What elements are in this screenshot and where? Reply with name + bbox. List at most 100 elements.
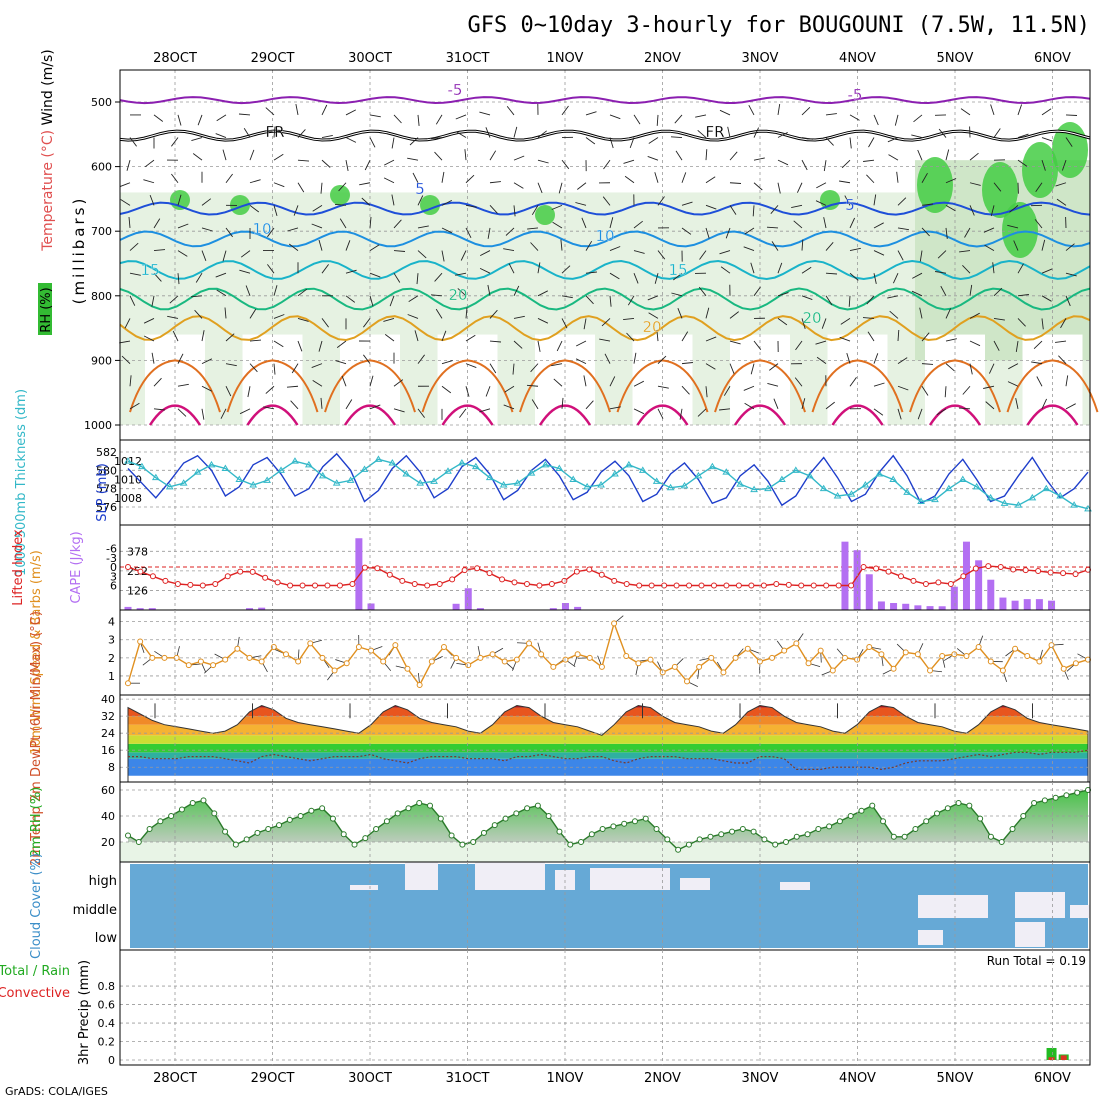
rh-axis-label: 2m RH (%) xyxy=(29,787,44,858)
high-cloud-block xyxy=(405,862,438,890)
precip-tick-label: 0.8 xyxy=(98,980,116,993)
lifted-index-point xyxy=(487,571,492,576)
wind-speed-point xyxy=(599,664,604,669)
lifted-index-point xyxy=(1036,569,1041,574)
rh-peak-blob xyxy=(1002,202,1038,258)
rh-point xyxy=(179,807,184,812)
lifted-index-point xyxy=(387,572,392,577)
rh-point xyxy=(417,801,422,806)
cape-bar xyxy=(866,574,873,610)
wind-speed-point xyxy=(539,652,544,657)
wind-speed-point xyxy=(1037,659,1042,664)
wind-speed-point xyxy=(417,683,422,688)
wind-speed-point xyxy=(879,652,884,657)
rh-peak-blob xyxy=(330,185,350,205)
cape-bar xyxy=(939,606,946,610)
lifted-index-point xyxy=(175,581,180,586)
lifted-index-point xyxy=(275,580,280,585)
rh-point xyxy=(773,842,778,847)
rh-point xyxy=(676,847,681,852)
top-day-tick: 3NOV xyxy=(742,51,779,66)
cloud-row-label: high xyxy=(89,874,117,889)
rh-point xyxy=(913,827,918,832)
lifted-index-point xyxy=(799,583,804,588)
contour-label: 20 xyxy=(642,318,661,336)
contour-label: -5 xyxy=(848,86,863,104)
wind-speed-point xyxy=(296,659,301,664)
wind-speed-point xyxy=(235,646,240,651)
lifted-index-point xyxy=(811,583,816,588)
rh-point xyxy=(255,830,260,835)
wind-tick-label: 2 xyxy=(108,652,115,665)
lifted-index-point xyxy=(150,574,155,579)
wind-speed-point xyxy=(393,643,398,648)
temp-band xyxy=(120,708,1090,717)
wind-speed-point xyxy=(721,670,726,675)
cape-axis-label: CAPE (J/kg) xyxy=(69,531,84,603)
cape-bar xyxy=(914,605,921,610)
temp-band xyxy=(120,716,1090,725)
slp-axis-label: SLP (mb) xyxy=(95,463,110,522)
wind-speed-point xyxy=(138,639,143,644)
contour-label: 5 xyxy=(415,180,425,198)
rh-point xyxy=(708,834,713,839)
rh-point xyxy=(223,829,228,834)
bottom-day-tick: 28OCT xyxy=(153,1071,197,1086)
footer-credit: GrADS: COLA/IGES xyxy=(5,1085,108,1098)
wind-speed-point xyxy=(1025,654,1030,659)
bottom-day-tick: 29OCT xyxy=(251,1071,295,1086)
wind-speed-point xyxy=(697,664,702,669)
cape-bar xyxy=(878,601,885,610)
precip-tick-label: 0.2 xyxy=(98,1036,116,1049)
rh-tick-label: 60 xyxy=(101,784,115,797)
lifted-index-point xyxy=(524,581,529,586)
wind-tick-label: 1 xyxy=(108,670,115,683)
lifted-index-line xyxy=(128,566,1088,585)
wind-speed-point xyxy=(587,655,592,660)
contour-label: 5 xyxy=(845,196,855,214)
wind-speed-point xyxy=(381,659,386,664)
contour-label: 10 xyxy=(252,220,271,238)
lifted-index-point xyxy=(425,583,430,588)
lifted-index-point xyxy=(126,565,131,570)
wind-speed-point xyxy=(126,681,131,686)
lifted-index-point xyxy=(612,578,617,583)
rh-point xyxy=(719,832,724,837)
temp-tick-label: 16 xyxy=(101,744,115,757)
lifted-index-point xyxy=(973,566,978,571)
cape-tick-label: 126 xyxy=(127,584,148,597)
pressure-tick-label: 600 xyxy=(91,161,112,174)
wind-speed-point xyxy=(563,657,568,662)
contour-label: 20 xyxy=(802,309,821,327)
wind-tick-label: 3 xyxy=(108,634,115,647)
lifted-index-point xyxy=(948,581,953,586)
wind-speed-point xyxy=(575,652,580,657)
wind-temp-axis-label: Temperature (°C) Wind (m/s) xyxy=(40,49,56,252)
lifted-index-point xyxy=(263,575,268,580)
wind-speed-point xyxy=(903,650,908,655)
lifted-index-point xyxy=(512,580,517,585)
rh-point xyxy=(363,836,368,841)
bottom-day-tick: 6NOV xyxy=(1034,1071,1071,1086)
wind-barb xyxy=(1066,115,1077,116)
lifted-index-point xyxy=(736,583,741,588)
rh-point xyxy=(428,803,433,808)
rh-point xyxy=(546,814,551,819)
bottom-day-tick: 4NOV xyxy=(839,1071,876,1086)
lifted-index-point xyxy=(599,572,604,577)
high-cloud-block xyxy=(350,885,378,890)
wind-speed-point xyxy=(830,668,835,673)
lifted-index-point xyxy=(986,564,991,569)
precip-panel-frame xyxy=(120,950,1090,1065)
wind-speed-point xyxy=(247,655,252,660)
wind-speed-point xyxy=(891,666,896,671)
lifted-index-point xyxy=(1061,571,1066,576)
rh-point xyxy=(589,832,594,837)
wind-speed-point xyxy=(527,641,532,646)
rh-point xyxy=(794,834,799,839)
lifted-index-point xyxy=(362,565,367,570)
contour-label: FR xyxy=(265,123,284,141)
wind-speed-point xyxy=(867,644,872,649)
rh-point xyxy=(481,830,486,835)
wind-speed-point xyxy=(211,663,216,668)
